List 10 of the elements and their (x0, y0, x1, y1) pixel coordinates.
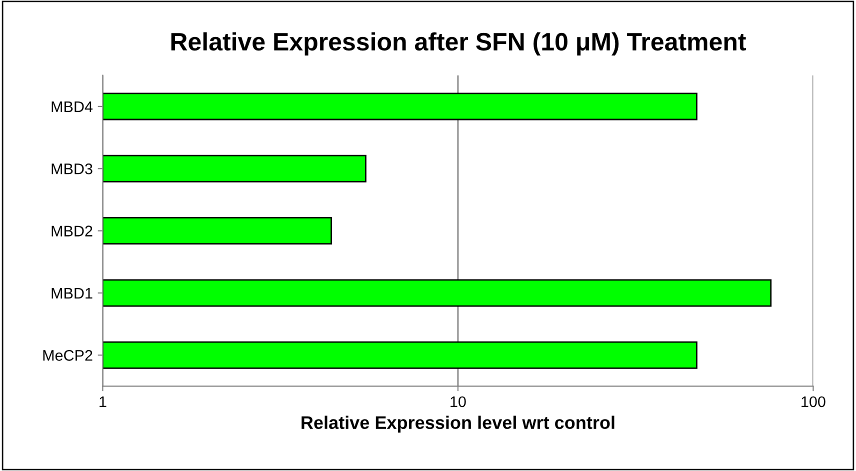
x-tick-label: 10 (450, 396, 466, 408)
y-tick-label: MBD1 (52, 288, 92, 298)
x-axis-title: Relative Expression level wrt control (302, 416, 614, 433)
chart-title: Relative Expression after SFN (10 μM) Treatment (171, 32, 746, 56)
x-tick-label: 100 (802, 396, 826, 408)
y-tick-label: MeCP2 (43, 350, 92, 361)
y-tick-label: MBD4 (52, 101, 93, 112)
y-tick-label: MBD3 (52, 163, 92, 174)
y-tick-label: MBD2 (52, 226, 92, 236)
x-tick-label: 1 (100, 396, 106, 408)
